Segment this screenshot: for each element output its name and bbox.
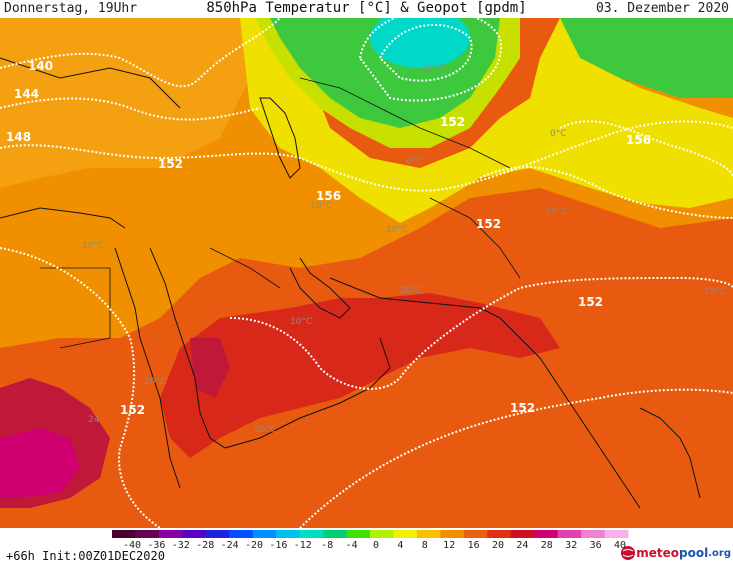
colorbar-ticks: -40 -36 -32 -28 -24 -20 -16 -12 -8 -4 0 4 8 12 16 20 24 2… xyxy=(123,540,626,550)
forecast-date: 03. Dezember 2020 xyxy=(595,1,729,16)
temp-label: 20°C xyxy=(144,377,166,387)
colorbar-tick-label: 40 xyxy=(614,540,626,550)
temp-band-crimson-2 xyxy=(190,338,230,398)
geopot-label: 152 xyxy=(120,403,145,417)
geopot-label: 144 xyxy=(14,87,39,101)
colorbar-tick-label: 8 xyxy=(422,540,428,550)
colorbar-swatch xyxy=(416,530,441,538)
colorbar-tick-label: -20 xyxy=(245,540,263,550)
temp-label: 10°C xyxy=(290,317,312,327)
colorbar-swatch xyxy=(299,530,324,538)
colorbar-swatch xyxy=(229,530,254,538)
temp-band-magenta xyxy=(0,428,80,498)
colorbar-tick-label: -12 xyxy=(294,540,312,550)
colorbar-tick-label: 20 xyxy=(492,540,504,550)
colorbar-swatch xyxy=(276,530,301,538)
geopot-label: 156 xyxy=(626,133,651,147)
meteopool-logo[interactable]: meteo pool .org xyxy=(620,544,731,562)
colorbar-swatch xyxy=(135,530,160,538)
logo-org: .org xyxy=(708,547,731,559)
colorbar-swatch xyxy=(534,530,559,538)
temp-label: 24 xyxy=(88,415,100,425)
geopot-contours xyxy=(0,18,733,528)
colorbar-tick-label: -32 xyxy=(172,540,190,550)
logo-meteo: meteo xyxy=(636,546,680,560)
colorbar-swatch xyxy=(323,530,348,538)
temp-band-red xyxy=(160,293,560,458)
colorbar-swatch xyxy=(205,530,230,538)
colorbar-tick-label: 36 xyxy=(590,540,602,550)
temp-band-yellow xyxy=(240,18,733,223)
geopot-label: 140 xyxy=(28,59,53,73)
geopot-label: 152 xyxy=(510,401,535,415)
colorbar-swatch xyxy=(182,530,207,538)
colorbar-tick-label: -24 xyxy=(221,540,239,550)
colorbar-swatch xyxy=(463,530,488,538)
geopot-label: 156 xyxy=(316,189,341,203)
geopot-label: 152 xyxy=(158,157,183,171)
geopot-label: 152 xyxy=(440,115,465,129)
colorbar-swatch xyxy=(440,530,465,538)
colorbar-swatch xyxy=(487,530,512,538)
colorbar-tick-label: 24 xyxy=(516,540,528,550)
temp-label: 20°C xyxy=(254,425,276,435)
colorbar-tick-label: 32 xyxy=(565,540,577,550)
colorbar-tick-label: -28 xyxy=(196,540,214,550)
colorbar-swatch xyxy=(112,530,136,538)
temp-label: 10°C xyxy=(704,287,726,297)
colorbar-tick-label: 0 xyxy=(373,540,379,550)
colorbar-swatch xyxy=(158,530,183,538)
temperature-map[interactable]: 140 144 148 152 152 156 152 156 152 152 … xyxy=(0,18,733,528)
colorbar-swatch xyxy=(581,530,606,538)
forecast-day-time: Donnerstag, 19Uhr xyxy=(4,1,138,16)
colorbar-tick-label: 4 xyxy=(397,540,403,550)
colorbar-tick-label: 16 xyxy=(468,540,480,550)
colorbar-tick-label: 28 xyxy=(541,540,553,550)
colorbar-swatch xyxy=(510,530,535,538)
globe-icon xyxy=(621,546,636,560)
temp-label: 10°C xyxy=(545,207,567,217)
map-footer: -40 -36 -32 -28 -24 -20 -16 -12 -8 -4 0 4 8 12 16 20 24 2… xyxy=(0,528,733,566)
colorbar-swatch xyxy=(604,530,629,538)
coastlines xyxy=(0,57,701,509)
colorbar-swatch xyxy=(252,530,277,538)
temperature-colorbar: -40 -36 -32 -28 -24 -20 -16 -12 -8 -4 0 4 8 12 16 20 24 2… xyxy=(112,530,629,550)
colorbar-swatches xyxy=(112,530,629,538)
temp-label: 10°C xyxy=(82,241,104,251)
temp-band-light-orange xyxy=(0,18,250,188)
temp-label: 10°C xyxy=(310,201,332,211)
colorbar-swatch xyxy=(346,530,371,538)
colorbar-swatch xyxy=(370,530,394,538)
lead-time-init: +66h Init:00Z01DEC2020 xyxy=(6,549,165,563)
geopot-label: 152 xyxy=(476,217,501,231)
colorbar-swatch xyxy=(393,530,418,538)
geopot-label: 152 xyxy=(578,295,603,309)
logo-pool: pool xyxy=(679,546,709,560)
colorbar-tick-label: 12 xyxy=(443,540,455,550)
colorbar-tick-label: -40 xyxy=(123,540,141,550)
temp-label: 0°C xyxy=(550,129,567,139)
temp-label: -10°C xyxy=(420,65,445,75)
temp-band-green-east xyxy=(560,18,733,98)
colorbar-tick-label: -8 xyxy=(321,540,333,550)
temp-label: 0°C xyxy=(406,157,423,167)
colorbar-tick-label: -4 xyxy=(346,540,358,550)
geopot-label: 148 xyxy=(6,130,31,144)
colorbar-tick-label: -36 xyxy=(147,540,165,550)
map-title: 850hPa Temperatur [°C] & Geopot [gpdm] xyxy=(206,0,527,16)
colorbar-swatch xyxy=(557,530,582,538)
temp-label: 10°C xyxy=(386,225,408,235)
temp-label: 20°C xyxy=(400,286,422,296)
cold-core xyxy=(370,18,470,68)
colorbar-tick-label: -16 xyxy=(269,540,287,550)
